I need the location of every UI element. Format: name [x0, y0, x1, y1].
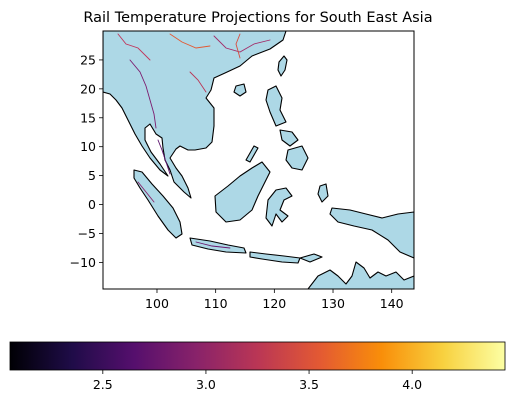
y-tick-label: −10 — [70, 255, 96, 270]
rail-line — [213, 35, 271, 53]
y-axis: 25 20 15 10 5 0 −5 −10 — [70, 52, 103, 270]
palawan — [245, 145, 259, 163]
colorbar-axis: 2.5 3.0 3.5 4.0 — [93, 370, 422, 392]
x-tick-label: 120 — [262, 296, 286, 311]
rail-line — [157, 139, 171, 175]
luzon — [265, 85, 287, 127]
x-tick-label: 140 — [380, 296, 404, 311]
x-tick-label: 110 — [204, 296, 228, 311]
y-tick-label: 15 — [80, 110, 96, 125]
x-axis: 100 110 120 130 140 — [145, 289, 404, 311]
halmahera — [317, 183, 329, 203]
colorbar-tick-label: 2.5 — [93, 377, 113, 392]
rail-network — [117, 33, 271, 249]
colorbar-tick-label: 3.0 — [196, 377, 216, 392]
borneo — [214, 161, 271, 223]
sulawesi — [265, 187, 293, 227]
y-tick-label: 10 — [80, 139, 96, 154]
colorbar-tick-label: 4.0 — [402, 377, 422, 392]
sumatra — [133, 169, 183, 239]
new-guinea — [329, 207, 414, 259]
visayas — [279, 129, 299, 147]
colorbar — [9, 341, 506, 371]
mainland-southeast-asia — [103, 31, 287, 199]
map-frame — [102, 30, 415, 290]
y-tick-label: −5 — [78, 226, 96, 241]
y-tick-label: 5 — [88, 168, 96, 183]
northern-australia — [307, 261, 414, 289]
taiwan — [277, 55, 288, 77]
hainan — [233, 83, 247, 97]
rail-line — [129, 59, 157, 129]
x-tick-label: 130 — [321, 296, 345, 311]
rail-line — [169, 33, 211, 49]
y-tick-label: 25 — [80, 52, 96, 67]
y-tick-label: 20 — [80, 81, 96, 96]
lesser-sunda-islands — [249, 251, 301, 264]
colorbar-tick-label: 3.5 — [299, 377, 319, 392]
x-tick-label: 100 — [145, 296, 169, 311]
chart-title: Rail Temperature Projections for South E… — [83, 10, 432, 26]
rail-line — [195, 241, 231, 249]
rail-line — [189, 71, 207, 93]
rail-line — [235, 33, 241, 59]
rail-line — [137, 181, 155, 203]
landmasses — [103, 31, 414, 289]
rail-line — [117, 33, 151, 61]
mindanao — [285, 145, 309, 171]
timor — [299, 253, 323, 263]
java — [189, 237, 247, 254]
y-tick-label: 0 — [88, 197, 96, 212]
map-plot-area — [103, 31, 414, 289]
